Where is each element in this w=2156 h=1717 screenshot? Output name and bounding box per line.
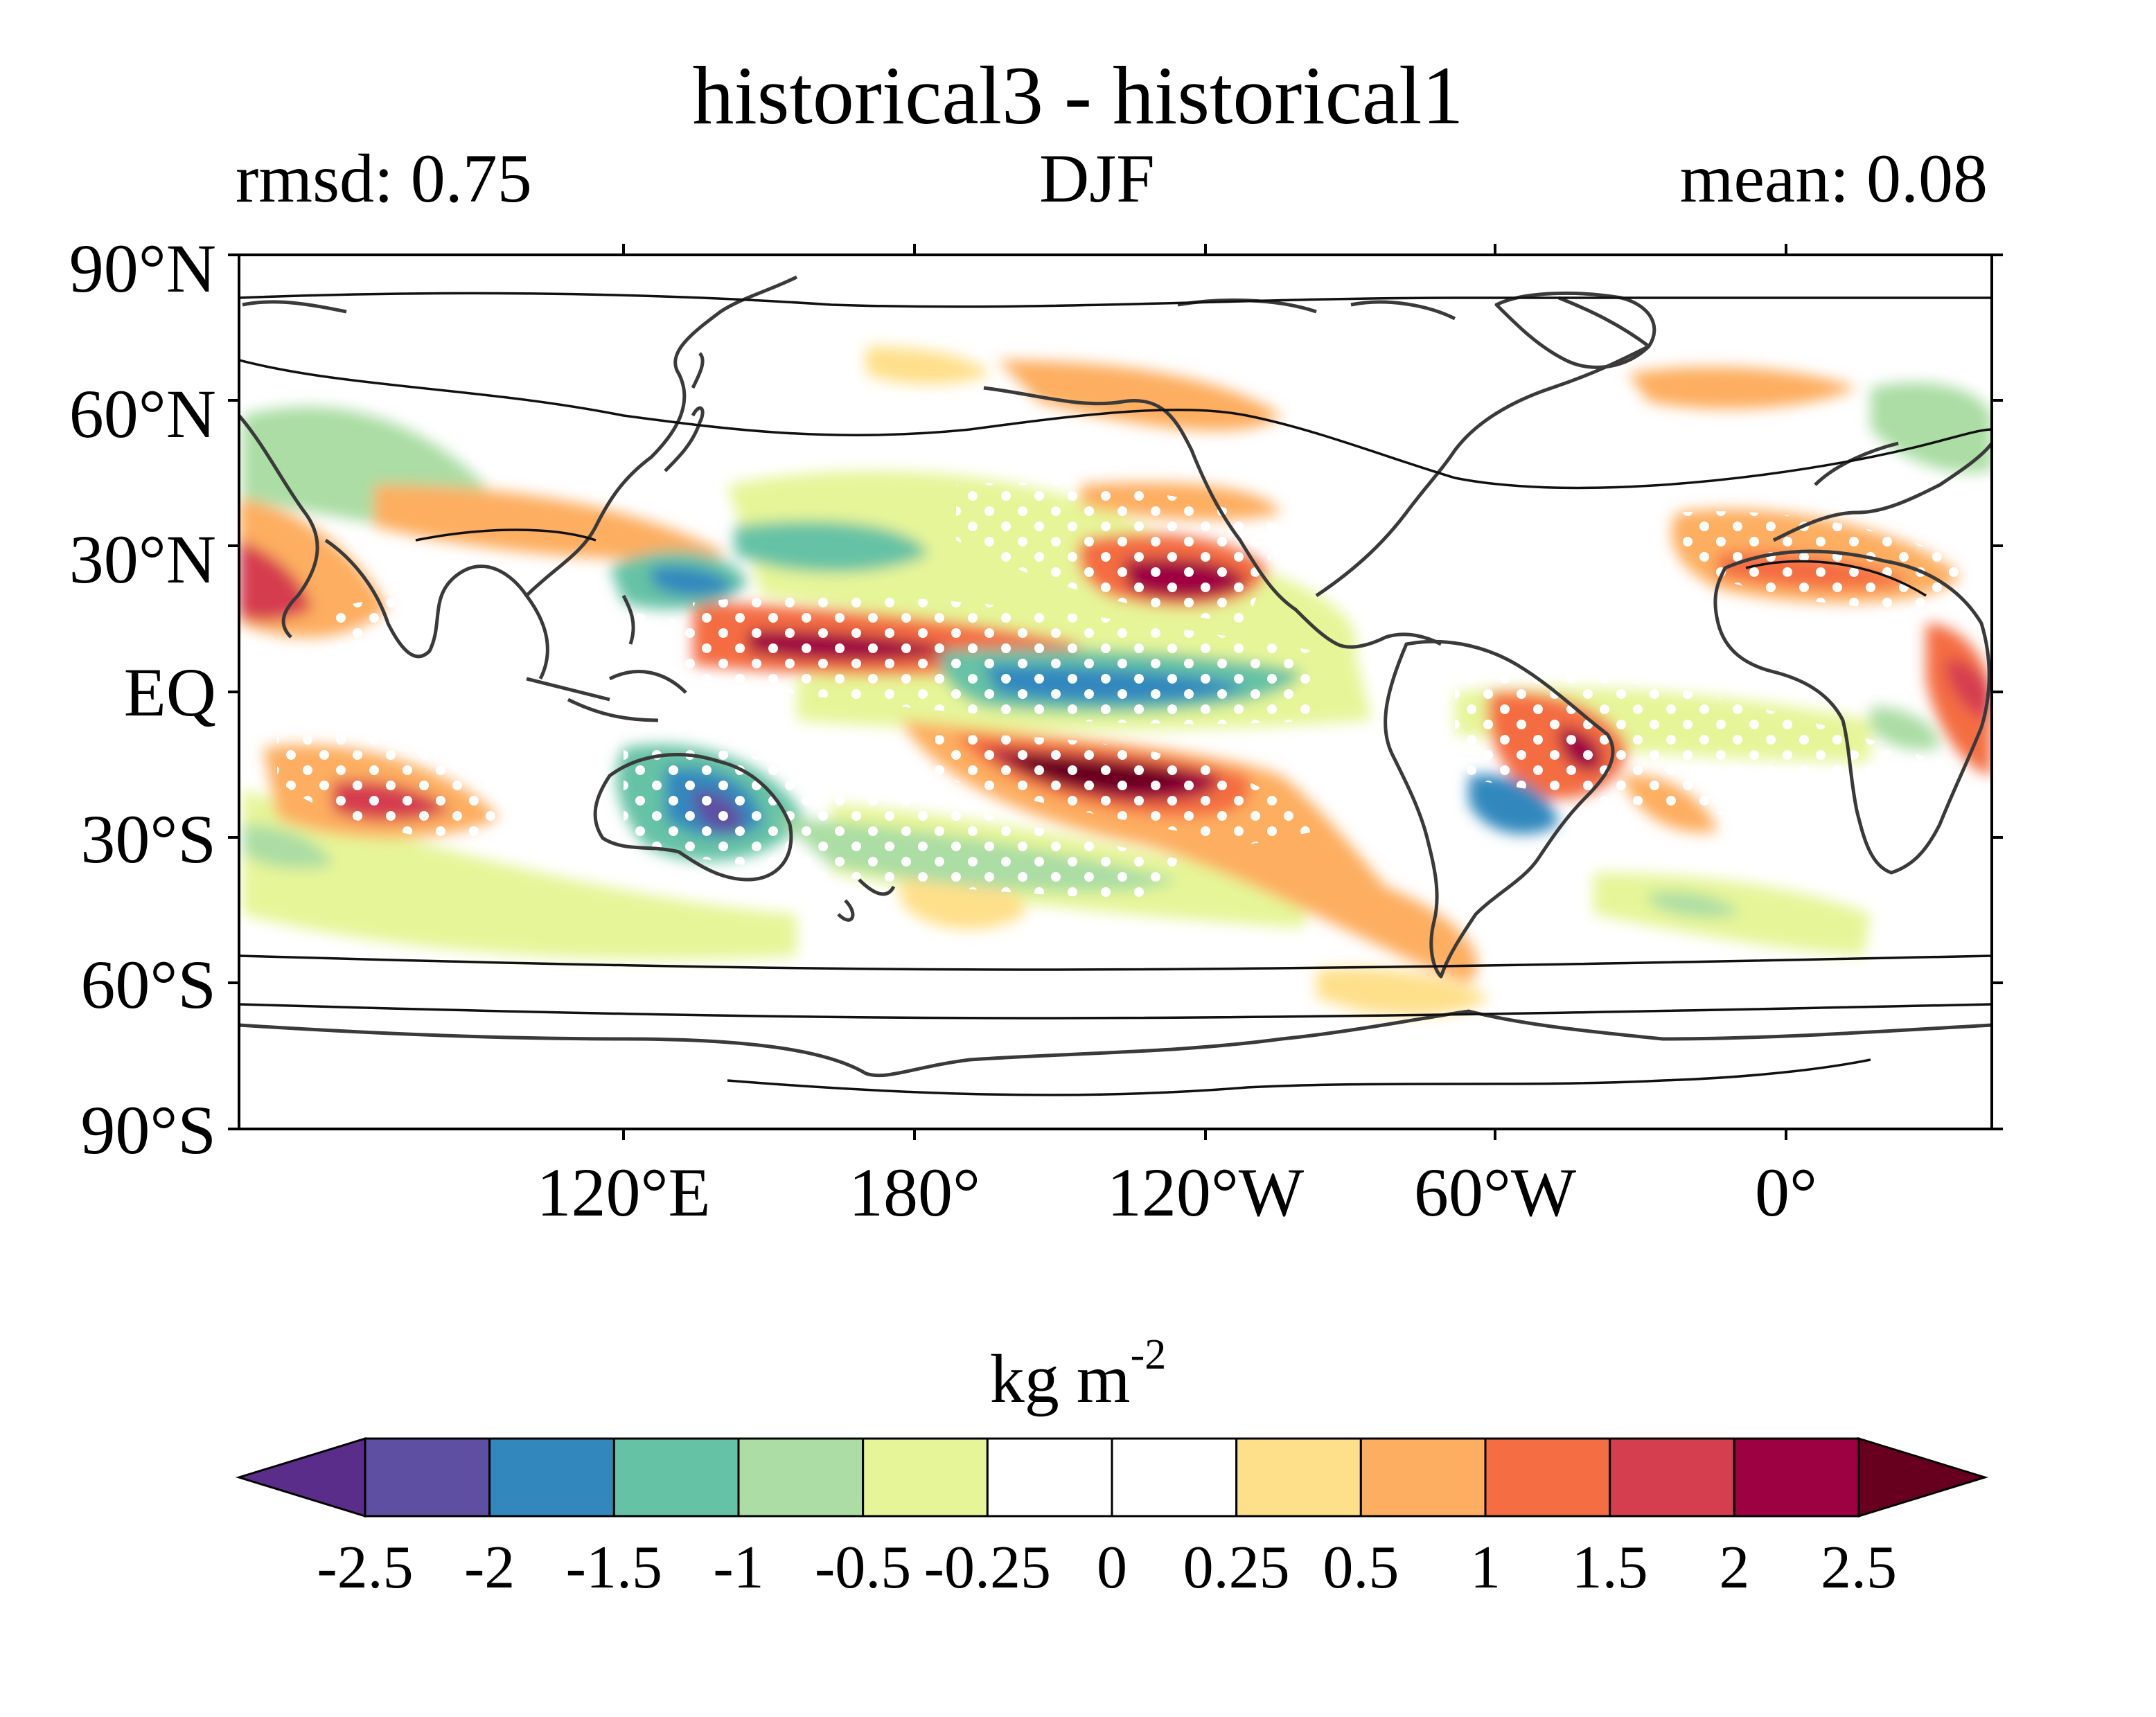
colorbar-box xyxy=(488,1437,615,1518)
season-label: DJF xyxy=(1039,140,1155,217)
lon-label-120w: 120°W xyxy=(1106,1154,1305,1231)
colorbar-box xyxy=(612,1437,740,1518)
colorbar-box xyxy=(1359,1437,1487,1518)
units-base: kg m xyxy=(989,1340,1131,1417)
colorbar-tick-label: -0.25 xyxy=(924,1534,1051,1601)
colorbar-tick-label: 2.5 xyxy=(1821,1534,1897,1601)
lon-label-60w: 60°W xyxy=(1413,1154,1577,1231)
anomaly-field xyxy=(239,255,1992,1129)
colorbar-tick-label: 1.5 xyxy=(1571,1534,1648,1601)
colorbar-box xyxy=(1733,1437,1860,1518)
colorbar-box xyxy=(986,1437,1113,1518)
colorbar-tick-label: -0.5 xyxy=(815,1534,912,1601)
colorbar-box xyxy=(1111,1437,1238,1518)
colorbar-tick-label: -2 xyxy=(464,1534,515,1601)
colorbar-extend-high xyxy=(1857,1436,1989,1518)
colorbar-tick-label: -1 xyxy=(713,1534,764,1601)
colorbar-box xyxy=(364,1437,491,1518)
lat-label-30s: 30°S xyxy=(80,801,216,878)
lat-label-60n: 60°N xyxy=(69,375,216,452)
colorbar-extend-low xyxy=(235,1436,366,1518)
lat-label-30n: 30°N xyxy=(69,521,216,598)
colorbar-tick-label: -2.5 xyxy=(317,1534,414,1601)
contour-lines xyxy=(239,292,1992,1096)
colorbar-tick-label: -1.5 xyxy=(565,1534,662,1601)
rmsd-label: rmsd: 0.75 xyxy=(236,140,532,217)
colorbar-box xyxy=(737,1437,865,1518)
lat-label-90n: 90°N xyxy=(69,230,216,307)
units-exponent: -2 xyxy=(1130,1331,1167,1378)
colorbar-tick-label: 1 xyxy=(1470,1534,1501,1601)
colorbar-tick-label: 2 xyxy=(1719,1534,1750,1601)
axis-ticks xyxy=(228,244,2003,1140)
colorbar-units: kg m-2 xyxy=(0,1333,2156,1414)
lat-label-90s: 90°S xyxy=(80,1092,216,1168)
colorbar-tick-label: 0 xyxy=(1097,1534,1127,1601)
colorbar xyxy=(235,1436,1989,1518)
colorbar-box xyxy=(1484,1437,1611,1518)
colorbar-box xyxy=(862,1437,989,1518)
colorbar-tick-label: 0.5 xyxy=(1323,1534,1399,1601)
lon-label-120e: 120°E xyxy=(536,1154,711,1231)
map-title: historical3 - historical1 xyxy=(692,49,1464,141)
lat-label-60s: 60°S xyxy=(80,946,216,1023)
colorbar-box xyxy=(1235,1437,1362,1518)
mean-label: mean: 0.08 xyxy=(1679,140,1988,217)
lon-label-0: 0° xyxy=(1755,1154,1817,1231)
colorbar-tick-label: 0.25 xyxy=(1183,1534,1290,1601)
lat-label-eq: EQ xyxy=(123,654,216,731)
colorbar-box xyxy=(1609,1437,1735,1518)
lon-label-180: 180° xyxy=(849,1154,980,1231)
